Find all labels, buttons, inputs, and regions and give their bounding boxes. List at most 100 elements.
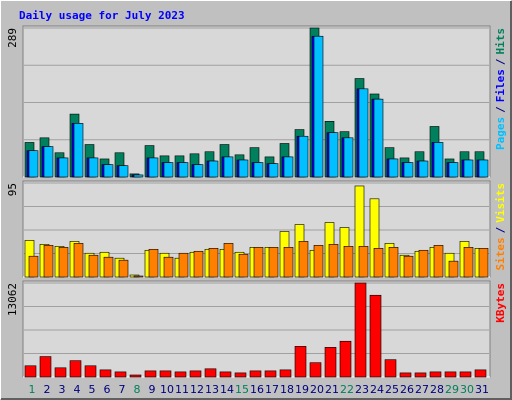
bar bbox=[84, 365, 97, 378]
bar bbox=[178, 252, 189, 278]
bar bbox=[294, 346, 307, 378]
x-tick-label: 11 bbox=[175, 383, 189, 396]
x-tick-label: 19 bbox=[295, 383, 309, 396]
bar bbox=[219, 371, 232, 378]
x-tick-label: 23 bbox=[355, 383, 369, 396]
bar bbox=[88, 254, 99, 278]
x-tick-label: 27 bbox=[415, 383, 429, 396]
bar bbox=[283, 247, 294, 278]
bar bbox=[238, 159, 249, 178]
bar bbox=[358, 246, 369, 278]
bar bbox=[418, 160, 429, 178]
bar bbox=[313, 35, 324, 178]
x-tick-label: 10 bbox=[160, 383, 174, 396]
bar bbox=[118, 259, 129, 278]
x-tick-label: 13 bbox=[205, 383, 219, 396]
bar bbox=[99, 369, 112, 378]
x-tick-label: 8 bbox=[134, 383, 141, 396]
bar bbox=[253, 247, 264, 278]
legend: Pages / Files / Hits bbox=[494, 28, 507, 150]
bar bbox=[39, 356, 52, 378]
bar bbox=[58, 247, 69, 278]
bar bbox=[43, 146, 54, 178]
y-tick-label: 13062 bbox=[6, 283, 19, 316]
bar bbox=[429, 371, 442, 378]
bar bbox=[309, 362, 322, 378]
bar bbox=[178, 162, 189, 178]
bar bbox=[174, 371, 187, 378]
bar bbox=[54, 367, 67, 378]
x-tick-label: 4 bbox=[74, 383, 81, 396]
bar bbox=[28, 255, 39, 278]
bar bbox=[208, 160, 219, 178]
bar bbox=[373, 248, 384, 278]
x-tick-label: 16 bbox=[250, 383, 264, 396]
y-tick-label: 289 bbox=[6, 28, 19, 48]
bar bbox=[433, 142, 444, 178]
bar bbox=[463, 247, 474, 278]
bar bbox=[414, 372, 427, 378]
x-tick-label: 17 bbox=[265, 383, 279, 396]
bar bbox=[463, 159, 474, 178]
bar bbox=[384, 359, 397, 378]
bar bbox=[43, 245, 54, 278]
chart-title: Daily usage for July 2023 bbox=[19, 9, 185, 22]
legend-entry: Pages bbox=[494, 117, 507, 150]
bar bbox=[354, 282, 367, 378]
x-tick-label: 2 bbox=[44, 383, 51, 396]
bar bbox=[253, 162, 264, 178]
legend-separator: / bbox=[494, 106, 507, 113]
x-tick-label: 30 bbox=[460, 383, 474, 396]
bar bbox=[24, 365, 37, 378]
legend-entry: Files bbox=[494, 69, 507, 102]
bar bbox=[129, 374, 142, 378]
bar bbox=[339, 340, 352, 378]
y-tick-label: 95 bbox=[6, 183, 19, 196]
x-tick-label: 24 bbox=[370, 383, 384, 396]
bar bbox=[343, 246, 354, 278]
x-tick-label: 14 bbox=[220, 383, 234, 396]
bar bbox=[343, 137, 354, 178]
bar bbox=[189, 370, 202, 378]
bar bbox=[313, 245, 324, 278]
bar bbox=[298, 135, 309, 178]
bar bbox=[204, 368, 217, 378]
bar bbox=[448, 162, 459, 178]
bar bbox=[369, 294, 382, 378]
x-tick-label: 18 bbox=[280, 383, 294, 396]
bar bbox=[324, 347, 337, 378]
bar bbox=[418, 249, 429, 278]
bar bbox=[358, 88, 369, 178]
bar bbox=[474, 369, 487, 378]
bar bbox=[234, 372, 247, 378]
bar bbox=[223, 243, 234, 278]
bar bbox=[159, 370, 172, 378]
x-tick-label: 5 bbox=[89, 383, 96, 396]
bar bbox=[249, 370, 262, 378]
bar bbox=[28, 150, 39, 178]
panel bbox=[22, 280, 491, 378]
x-tick-label: 29 bbox=[445, 383, 459, 396]
bar bbox=[399, 372, 412, 378]
bar bbox=[193, 164, 204, 178]
bar bbox=[163, 256, 174, 278]
bar bbox=[373, 98, 384, 178]
bar bbox=[144, 370, 157, 378]
bar bbox=[264, 370, 277, 378]
bar bbox=[388, 247, 399, 278]
bar bbox=[88, 157, 99, 178]
bar bbox=[118, 165, 129, 178]
legend-entry: Sites bbox=[494, 237, 507, 270]
legend: KBytes bbox=[494, 283, 507, 323]
x-tick-label: 31 bbox=[475, 383, 489, 396]
x-tick-label: 1 bbox=[29, 383, 36, 396]
bar bbox=[444, 371, 457, 378]
bar bbox=[388, 158, 399, 178]
x-tick-label: 15 bbox=[235, 383, 249, 396]
x-tick-label: 9 bbox=[149, 383, 156, 396]
x-tick-label: 25 bbox=[385, 383, 399, 396]
bar bbox=[268, 163, 279, 178]
bar bbox=[433, 245, 444, 278]
bar bbox=[103, 164, 114, 178]
